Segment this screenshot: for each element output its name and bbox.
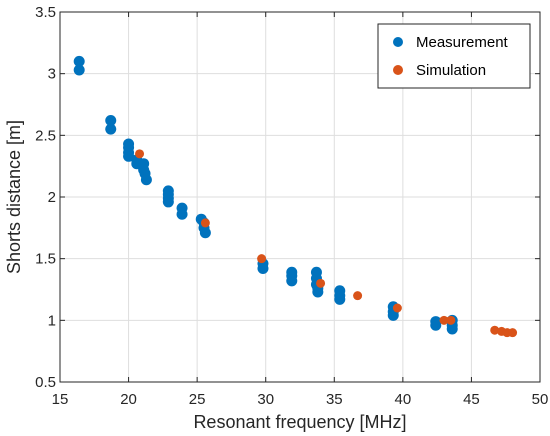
x-tick-label: 50 <box>532 391 549 408</box>
point-measurement <box>387 309 399 321</box>
series-measurement <box>73 55 458 335</box>
y-tick-label: 1.5 <box>35 251 56 268</box>
data-points <box>73 55 518 338</box>
point-simulation <box>200 218 210 228</box>
y-tick-label: 3 <box>48 66 56 83</box>
x-tick-label: 35 <box>326 391 343 408</box>
x-tick-label: 25 <box>189 391 206 408</box>
legend-label-measurement: Measurement <box>416 34 509 51</box>
y-tick-label: 2.5 <box>35 127 56 144</box>
point-measurement <box>73 55 85 67</box>
series-simulation <box>135 149 518 338</box>
point-simulation <box>490 325 500 335</box>
point-measurement <box>430 319 442 331</box>
x-tick-label: 15 <box>52 391 69 408</box>
point-simulation <box>508 328 518 338</box>
point-simulation <box>316 278 326 288</box>
point-simulation <box>257 254 267 264</box>
x-tick-label: 30 <box>257 391 274 408</box>
y-tick-labels: 0.5 1 1.5 2 2.5 3 3.5 <box>35 4 56 391</box>
point-simulation <box>392 303 402 313</box>
point-simulation <box>439 315 449 325</box>
point-measurement <box>334 293 346 305</box>
x-axis-label: Resonant frequency [MHz] <box>193 412 406 432</box>
point-simulation <box>135 149 145 159</box>
axis-ticks <box>59 11 541 383</box>
legend: Measurement Simulation <box>377 23 531 89</box>
legend-marker-simulation <box>393 65 403 75</box>
x-tick-labels: 15 20 25 30 35 40 45 50 <box>52 391 549 408</box>
point-measurement <box>105 115 117 127</box>
point-simulation <box>446 315 456 325</box>
legend-label-simulation: Simulation <box>416 62 486 79</box>
y-tick-label: 1 <box>48 312 56 329</box>
point-measurement <box>105 123 117 135</box>
x-tick-label: 20 <box>120 391 137 408</box>
point-simulation <box>353 291 363 301</box>
legend-marker-measurement <box>393 37 403 47</box>
point-measurement <box>123 150 135 162</box>
y-axis-label: Shorts distance [m] <box>4 120 24 274</box>
point-measurement <box>312 286 324 298</box>
x-tick-label: 40 <box>395 391 412 408</box>
x-tick-label: 45 <box>463 391 480 408</box>
point-measurement <box>176 208 188 220</box>
point-measurement <box>257 263 269 275</box>
legend-box <box>377 23 531 89</box>
point-measurement <box>140 174 152 186</box>
y-tick-label: 3.5 <box>35 4 56 21</box>
point-measurement <box>73 64 85 76</box>
y-tick-label: 0.5 <box>35 374 56 391</box>
y-tick-label: 2 <box>48 189 56 206</box>
point-measurement <box>446 323 458 335</box>
point-measurement <box>162 196 174 208</box>
point-measurement <box>199 227 211 239</box>
point-measurement <box>286 275 298 287</box>
